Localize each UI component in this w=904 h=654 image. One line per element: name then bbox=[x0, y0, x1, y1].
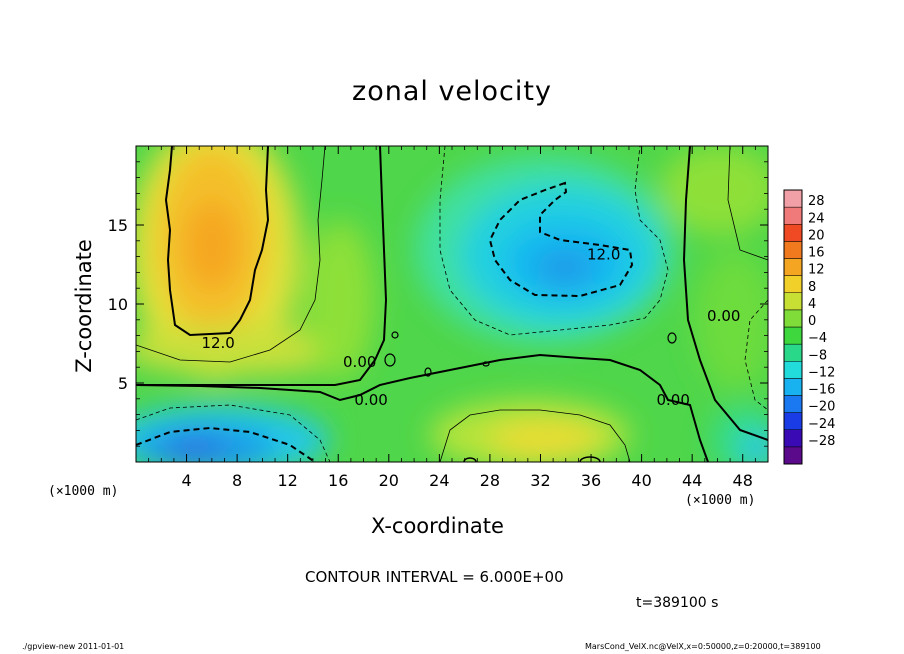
x-tick-label: 8 bbox=[232, 471, 242, 490]
color-field bbox=[136, 146, 768, 462]
colorbar-swatch bbox=[783, 241, 803, 259]
colorbar-swatch bbox=[783, 309, 803, 328]
colorbar-label: −4 bbox=[808, 331, 827, 346]
x-axis-label: X-coordinate bbox=[371, 514, 504, 538]
contour-labels: 12.0 12.0 0.00 0.00 0.00 0.00 bbox=[201, 245, 740, 408]
colorbar-label: 12 bbox=[808, 263, 825, 278]
colorbar-label: 16 bbox=[808, 246, 825, 261]
contour-0-b bbox=[136, 353, 709, 462]
x-axis-ticks: 4 8 12 16 20 24 28 32 36 40 44 48 bbox=[148, 146, 756, 490]
y-tick-label: 15 bbox=[108, 216, 128, 235]
x-tick-label: 32 bbox=[530, 471, 550, 490]
x-tick-label: 44 bbox=[682, 471, 702, 490]
colorbar-label: 28 bbox=[808, 194, 825, 209]
colorbar-label: 24 bbox=[808, 211, 825, 226]
x-tick-label: 24 bbox=[429, 471, 449, 490]
contour-m6-low bbox=[136, 404, 331, 462]
contour-0-a bbox=[136, 146, 388, 386]
y-tick-label: 5 bbox=[118, 374, 128, 393]
colorbar-label: −12 bbox=[808, 365, 835, 380]
colorbar-swatch bbox=[783, 189, 803, 208]
contour-label: 12.0 bbox=[587, 245, 620, 263]
contour-12-left bbox=[164, 146, 270, 337]
colorbar-swatch bbox=[783, 429, 803, 448]
contour-label: 0.00 bbox=[707, 307, 740, 325]
colorbar-swatch bbox=[783, 361, 803, 379]
contour-6-left bbox=[136, 146, 326, 363]
colorbar-swatch bbox=[783, 446, 803, 465]
contour-label: 12.0 bbox=[201, 334, 234, 352]
contour-6-bot bbox=[439, 409, 631, 462]
colorbar-label: −20 bbox=[808, 400, 835, 415]
x-tick-label: 48 bbox=[733, 471, 753, 490]
contour-0-right bbox=[682, 146, 768, 441]
colorbar-label: 8 bbox=[808, 280, 816, 295]
x-tick-label: 28 bbox=[480, 471, 500, 490]
colorbar-label: −8 bbox=[808, 348, 827, 363]
chart-title: zonal velocity bbox=[352, 76, 552, 107]
contour-interval-label: CONTOUR INTERVAL = 6.000E+00 bbox=[305, 568, 564, 586]
colorbar-frame bbox=[783, 189, 803, 465]
colorbar-swatch bbox=[783, 395, 803, 413]
y-axis-ticks: 5 10 15 bbox=[108, 161, 768, 447]
x-tick-label: 12 bbox=[278, 471, 298, 490]
colorbar-label: −24 bbox=[808, 417, 835, 432]
contour-m6-mid bbox=[439, 146, 669, 336]
x-unit-label-left: (×1000 m) bbox=[48, 484, 119, 499]
colorbar-swatch bbox=[783, 412, 803, 430]
x-tick-label: 40 bbox=[631, 471, 651, 490]
x-tick-label: 20 bbox=[379, 471, 399, 490]
y-axis-label: Z-coordinate bbox=[72, 239, 96, 373]
colorbar-label: −16 bbox=[808, 383, 835, 398]
colorbar-swatch bbox=[783, 378, 803, 396]
x-tick-label: 4 bbox=[181, 471, 191, 490]
colorbar-label: 4 bbox=[808, 297, 816, 312]
colorbar-swatch bbox=[783, 206, 803, 225]
contour-m12-low bbox=[136, 426, 316, 462]
colorbar-swatch bbox=[783, 292, 803, 311]
x-tick-label: 16 bbox=[328, 471, 348, 490]
contour-label: 0.00 bbox=[354, 391, 387, 409]
footer-right: MarsCond_VelX.nc@VelX,x=0:50000,z=0:2000… bbox=[585, 642, 821, 651]
colorbar-label: 20 bbox=[808, 228, 825, 243]
colorbar-swatch bbox=[783, 343, 803, 362]
contour-m12-mid bbox=[488, 181, 634, 298]
contour-lines bbox=[136, 146, 768, 462]
colorbar-swatch bbox=[783, 224, 803, 242]
footer-left: ./gpview-new 2011-01-01 bbox=[22, 642, 125, 651]
colorbar-swatch bbox=[783, 275, 803, 293]
colorbar: 28 24 20 16 12 8 4 0 −4 −8 −12 −16 −20 −24 −28 bbox=[783, 189, 835, 465]
y-tick-label: 10 bbox=[108, 295, 128, 314]
x-tick-label: 36 bbox=[581, 471, 601, 490]
colorbar-swatch bbox=[783, 326, 803, 345]
time-label: t=389100 s bbox=[636, 595, 719, 611]
contour-label: 0.00 bbox=[343, 353, 376, 371]
x-unit-label-right: (×1000 m) bbox=[685, 493, 756, 508]
contour-m6-right bbox=[744, 299, 768, 411]
colorbar-swatch bbox=[783, 258, 803, 276]
colorbar-label: −28 bbox=[808, 434, 835, 449]
contour-label: 0.00 bbox=[656, 391, 689, 409]
colorbar-label: 0 bbox=[808, 314, 816, 329]
contour-6-right bbox=[727, 146, 768, 261]
